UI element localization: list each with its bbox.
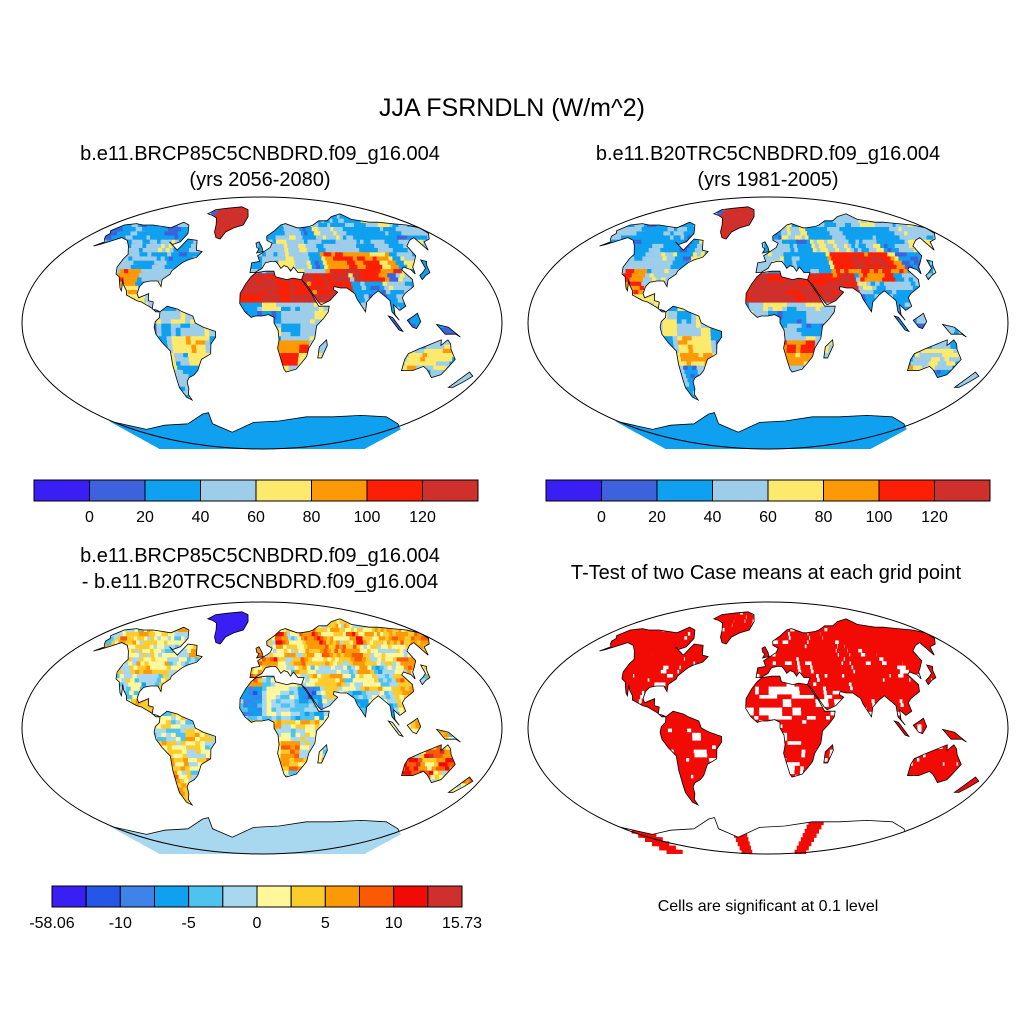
panel-1-title: b.e11.BRCP85C5CNBDRD.f09_g16.004: [20, 142, 500, 166]
colorbar-swatch: [256, 885, 292, 908]
colorbar-swatch: [545, 479, 602, 502]
map-panel-case-mean: [21, 196, 503, 450]
colorbar-tick-label: 10: [385, 915, 403, 932]
colorbar-swatch: [601, 479, 658, 502]
colorbar-tick-label: -10: [109, 915, 132, 932]
colorbar-tick-label: 120: [921, 509, 948, 526]
colorbar-swatch: [311, 479, 368, 502]
colorbar-control-mean: 0 20 40 60 80 100 120: [545, 479, 991, 526]
colorbar-swatch: [393, 885, 429, 908]
colorbar-tick-label: 0: [85, 509, 94, 526]
panel-2-title: b.e11.B20TRC5CNBDRD.f09_g16.004: [528, 142, 1008, 166]
map-panel-difference: [21, 601, 503, 855]
colorbar-swatch: [427, 885, 463, 908]
colorbar-difference: -58.06 -10 -5 0 5 10 15.73: [29, 885, 482, 932]
panel-4-title: T-Test of two Case means at each grid po…: [516, 561, 1016, 585]
colorbar-tick-label: -58.06: [29, 915, 74, 932]
colorbar-swatch: [366, 479, 423, 502]
colorbar-swatch: [154, 885, 190, 908]
panel-3-title: b.e11.BRCP85C5CNBDRD.f09_g16.004: [20, 544, 500, 568]
colorbar-swatch: [823, 479, 880, 502]
colorbar-tick-label: 15.73: [442, 915, 482, 932]
colorbar-tick-label: 0: [253, 915, 262, 932]
colorbar-case-mean: 0 20 40 60 80 100 120: [33, 479, 479, 526]
colorbar-tick-label: 80: [303, 509, 321, 526]
colorbar-swatch: [222, 885, 258, 908]
map-panel-t-test: [527, 601, 1009, 855]
colorbar-swatch: [422, 479, 479, 502]
panel-2-subtitle: (yrs 1981-2005): [528, 168, 1008, 192]
colorbar-tick-label: 20: [648, 509, 666, 526]
colorbar-tick-label: 120: [409, 509, 436, 526]
colorbar-swatch: [188, 885, 224, 908]
colorbar-tick-label: 20: [136, 509, 154, 526]
panel-3-subtitle: - b.e11.B20TRC5CNBDRD.f09_g16.004: [20, 570, 500, 594]
colorbar-swatch: [656, 479, 713, 502]
colorbar-swatch: [33, 479, 90, 502]
colorbar-swatch: [200, 479, 257, 502]
colorbar-tick-label: -5: [182, 915, 196, 932]
figure-title: JJA FSRNDLN (W/m^2): [0, 94, 1024, 123]
colorbar-swatch: [767, 479, 824, 502]
panel-1-subtitle: (yrs 2056-2080): [20, 168, 500, 192]
colorbar-swatch: [51, 885, 87, 908]
colorbar-swatch: [85, 885, 121, 908]
colorbar-swatch: [119, 885, 156, 908]
colorbar-swatch: [144, 479, 201, 502]
map-border: [21, 196, 503, 450]
colorbar-tick-label: 100: [866, 509, 893, 526]
colorbar-tick-label: 60: [247, 509, 265, 526]
coastlines: [93, 206, 474, 449]
colorbar-tick-label: 100: [354, 509, 381, 526]
map-panel-control-mean: [527, 196, 1009, 450]
colorbar-swatch: [290, 885, 326, 908]
colorbar-tick-label: 40: [704, 509, 722, 526]
colorbar-swatch: [359, 885, 395, 908]
colorbar-swatch: [255, 479, 312, 502]
colorbar-swatch: [89, 479, 146, 502]
colorbar-swatch: [712, 479, 769, 502]
colorbar-tick-label: 40: [192, 509, 210, 526]
colorbar-swatch: [934, 479, 991, 502]
colorbar-tick-label: 5: [321, 915, 330, 932]
colorbar-swatch: [878, 479, 935, 502]
colorbar-tick-label: 60: [759, 509, 777, 526]
coastlines: [599, 206, 980, 449]
colorbar-swatch: [324, 885, 361, 908]
map-border: [527, 196, 1009, 450]
significance-note: Cells are significant at 0.1 level: [528, 898, 1008, 916]
map-border: [527, 601, 1009, 855]
coastlines: [93, 611, 474, 854]
colorbar-tick-label: 0: [597, 509, 606, 526]
map-border: [21, 601, 503, 855]
colorbar-tick-label: 80: [815, 509, 833, 526]
